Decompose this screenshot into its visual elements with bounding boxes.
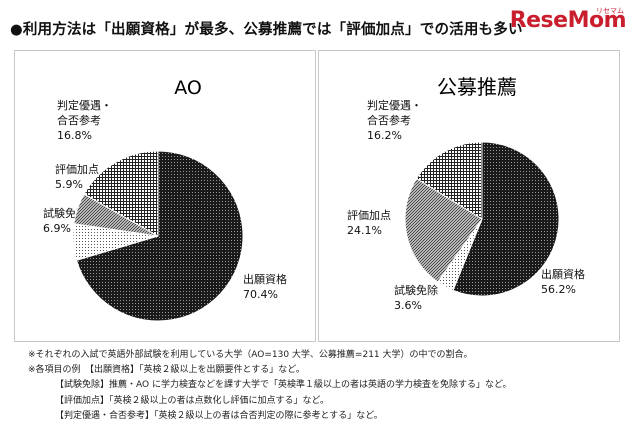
slice-label-2: 評価加点 5.9% bbox=[55, 162, 99, 191]
headline: ●利用方法は「出願資格」が最多、公募推薦では「評価加点」での活用も多い bbox=[10, 22, 523, 38]
footnote-3: 【試験免除】推薦・AO に学力検査などを課す大学で「英検準１級以上の者は英語の学… bbox=[55, 380, 512, 391]
footnote-4: 【評価加点】「英検２級以上の者は点数化し評価に加点する」など。 bbox=[55, 395, 330, 406]
footnote-1: ※それぞれの入試で英語外部試験を利用している大学（AO=130 大学、公募推薦=… bbox=[28, 350, 473, 360]
slice-label-1: 試験免除 3.6% bbox=[394, 283, 438, 312]
footnote-2: ※各項目の例 【出願資格】「英検２級以上を出願要件とする」など。 bbox=[28, 365, 305, 376]
pie-slice-2 bbox=[404, 177, 483, 283]
pie-slice-0 bbox=[75, 150, 244, 322]
pie-slice-0 bbox=[452, 141, 560, 297]
chart-panel-kobo-suisen: 公募推薦出願資格 56.2% 試験免除 3.6% 評価加点 24.1% 判定優遇・合否参考 1… bbox=[318, 50, 620, 342]
logo-text: ReseMom bbox=[509, 8, 627, 33]
footnotes: ※それぞれの入試で英語外部試験を利用している大学（AO=130 大学、公募推薦=… bbox=[28, 348, 512, 424]
slice-label-0: 出願資格 56.2% bbox=[541, 267, 585, 296]
slice-label-3: 判定優遇・合否参考 16.8% bbox=[57, 98, 112, 142]
pie-slice-3 bbox=[415, 141, 483, 220]
pie-slice-3 bbox=[83, 150, 159, 237]
slice-label-3: 判定優遇・合否参考 16.2% bbox=[367, 98, 422, 142]
chart-title: 公募推薦 bbox=[437, 75, 517, 99]
slice-label-0: 出願資格 70.4% bbox=[243, 272, 287, 301]
chart-title: AO bbox=[174, 77, 202, 99]
footnote-5: 【判定優遇・合否参考】「英検２級以上の者は合否判定の際に参考とする」など。 bbox=[55, 410, 383, 421]
chart-panel-ao: AO 出願資格 70.4% 試験免除 6.9% 評価加点 5.9% 判定優遇・合否参考 16.8… bbox=[14, 50, 316, 342]
slice-label-2: 評価加点 24.1% bbox=[347, 208, 391, 237]
resemom-logo[interactable]: ReseMom リセマム bbox=[509, 7, 627, 40]
logo-kana: リセマム bbox=[596, 7, 624, 15]
